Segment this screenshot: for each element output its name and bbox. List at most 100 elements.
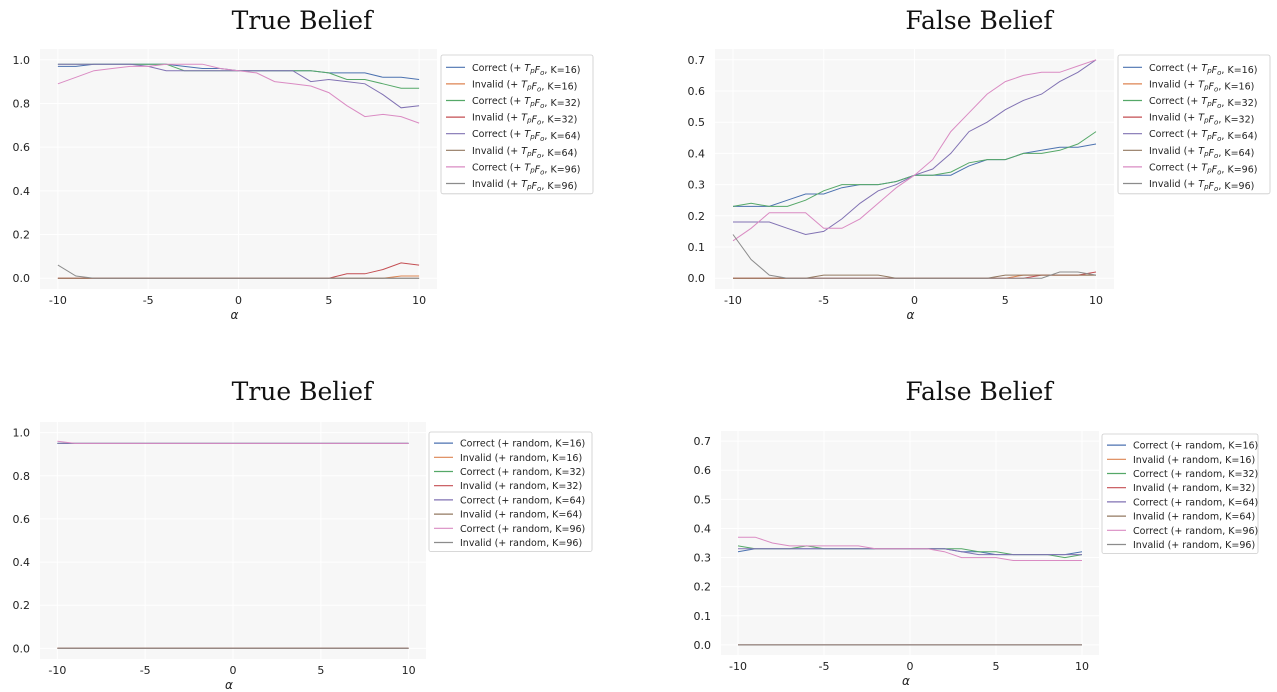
y-tick-label: 0.6 [694, 464, 712, 477]
x-tick-label: 10 [1089, 294, 1103, 307]
legend-label: Correct (+ random, K=32) [1133, 469, 1258, 480]
legend-label: Invalid (+ random, K=16) [460, 453, 582, 464]
legend-label: Correct (+ random, K=32) [460, 467, 585, 478]
x-tick-label: -5 [140, 664, 151, 677]
series-line [57, 63, 420, 124]
x-tick-label: 5 [1002, 294, 1009, 307]
x-tick-label: -10 [48, 664, 66, 677]
legend-label: Invalid (+ random, K=96) [460, 538, 582, 549]
legend-label: Invalid (+ TpFo, K=16) [472, 79, 577, 93]
legend-label: Invalid (+ random, K=32) [1133, 483, 1255, 494]
legend-box [428, 431, 593, 552]
legend-label: Invalid (+ TpFo, K=32) [1149, 113, 1254, 127]
chart-title: False Belief [905, 377, 1054, 406]
legend-label: Invalid (+ random, K=16) [1133, 455, 1255, 466]
x-axis-label: α [907, 308, 915, 322]
series-line [738, 548, 1082, 556]
x-tick-label: 10 [1075, 660, 1089, 673]
x-tick-label: 5 [325, 294, 332, 307]
legend-label: Invalid (+ TpFo, K=16) [1149, 79, 1254, 93]
y-tick-label: 0.3 [694, 552, 712, 565]
x-axis-label: α [902, 674, 910, 688]
y-tick-label: 0.6 [13, 513, 31, 526]
chart-title: True Belief [232, 6, 374, 35]
series-line [732, 59, 1097, 242]
y-tick-label: 0.4 [13, 556, 31, 569]
legend-label: Correct (+ TpFo, K=32) [472, 96, 580, 110]
series-line [732, 131, 1097, 207]
x-tick-label: -5 [818, 294, 829, 307]
y-tick-label: 0.2 [13, 229, 31, 242]
legend-label: Invalid (+ TpFo, K=96) [472, 179, 577, 193]
series-line [737, 548, 1083, 556]
legend-label: Correct (+ TpFo, K=64) [472, 129, 580, 143]
legend-label: Invalid (+ random, K=64) [460, 510, 582, 521]
x-tick-label: -10 [729, 660, 747, 673]
legend-label: Correct (+ random, K=16) [460, 439, 585, 450]
x-tick-label: 0 [235, 294, 242, 307]
plot-area [721, 431, 1099, 655]
series-line [57, 63, 420, 89]
series-line [57, 275, 420, 279]
series-line [57, 63, 420, 80]
series-line [57, 262, 420, 279]
y-tick-label: 0.7 [688, 54, 706, 67]
chart-title: False Belief [905, 6, 1054, 35]
y-tick-label: 0.6 [688, 85, 706, 98]
legend-box [1117, 54, 1271, 195]
y-tick-label: 0.2 [13, 599, 31, 612]
y-tick-label: 0.0 [13, 272, 31, 285]
legend-label: Correct (+ random, K=64) [460, 495, 585, 506]
series-line [733, 271, 1097, 279]
legend-label: Correct (+ TpFo, K=16) [472, 63, 580, 77]
series-line [737, 545, 1083, 559]
y-tick-label: 0.2 [688, 210, 706, 223]
legend-label: Invalid (+ random, K=64) [1133, 512, 1255, 523]
series-line [733, 143, 1097, 207]
y-tick-label: 1.0 [13, 427, 31, 440]
series-line [738, 536, 1082, 561]
x-tick-label: -10 [724, 294, 742, 307]
x-tick-label: 5 [317, 664, 324, 677]
y-tick-label: 0.7 [694, 435, 712, 448]
x-tick-label: -10 [49, 294, 67, 307]
legend-label: Correct (+ random, K=96) [460, 524, 585, 535]
legend-label: Correct (+ random, K=96) [1133, 526, 1258, 537]
x-tick-label: 10 [412, 294, 426, 307]
plot-area [715, 49, 1114, 289]
legend-label: Invalid (+ random, K=96) [1133, 540, 1255, 551]
legend-label: Invalid (+ TpFo, K=64) [472, 146, 577, 160]
y-tick-label: 0.5 [688, 116, 706, 129]
series-line [733, 274, 1096, 279]
y-tick-label: 0.4 [13, 185, 31, 198]
x-tick-label: 0 [911, 294, 918, 307]
series-line [57, 264, 420, 279]
legend-label: Correct (+ TpFo, K=96) [472, 162, 580, 176]
y-tick-label: 0.0 [694, 639, 712, 652]
y-tick-label: 0.1 [688, 241, 706, 254]
chart-title: True Belief [232, 377, 374, 406]
y-tick-label: 0.5 [694, 493, 712, 506]
x-tick-label: -5 [819, 660, 830, 673]
y-tick-label: 0.8 [13, 470, 31, 483]
y-tick-label: 0.8 [13, 97, 31, 110]
x-tick-label: 0 [230, 664, 237, 677]
y-tick-label: 1.0 [13, 54, 31, 67]
series-line [733, 274, 1096, 279]
series-line [733, 59, 1097, 236]
y-tick-label: 0.4 [694, 522, 712, 535]
legend-label: Invalid (+ TpFo, K=64) [1149, 146, 1254, 160]
series-line [57, 440, 409, 444]
y-tick-label: 0.6 [13, 141, 31, 154]
y-tick-label: 0.0 [688, 272, 706, 285]
y-tick-label: 0.3 [688, 179, 706, 192]
legend-label: Invalid (+ TpFo, K=96) [1149, 179, 1254, 193]
legend-label: Correct (+ TpFo, K=96) [1149, 162, 1257, 176]
plot-area [40, 422, 426, 659]
plot-area [40, 49, 437, 289]
